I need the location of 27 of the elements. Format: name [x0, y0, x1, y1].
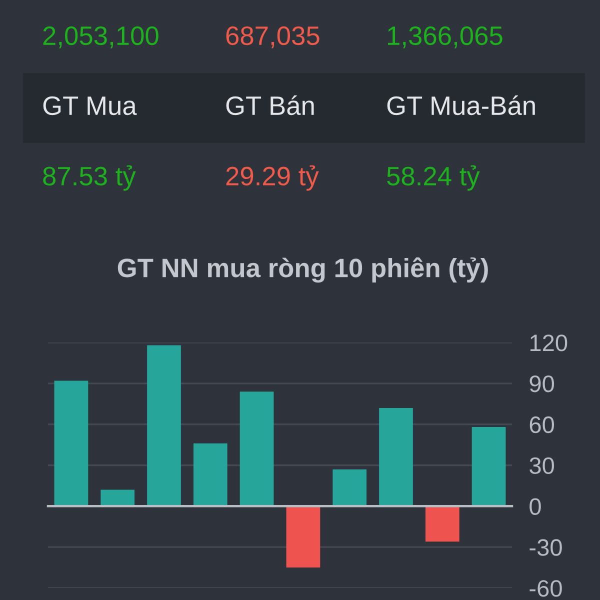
data-label: 58.24 tỷ: [387, 165, 480, 191]
y-tick-label: 90: [530, 375, 554, 392]
data-label: 1,366,065: [388, 26, 502, 48]
y-tick-label: 60: [530, 416, 554, 434]
y-tick-label: -60: [530, 580, 562, 597]
y-tick-label: 30: [530, 457, 554, 474]
y-tick-label: -30: [530, 539, 562, 556]
bar: [425, 506, 460, 542]
bar: [147, 345, 181, 506]
data-label: 29.29 tỷ: [226, 165, 319, 191]
bar: [379, 408, 413, 506]
bar: [240, 392, 274, 506]
bar: [286, 506, 320, 568]
y-tick-label: 120: [530, 334, 568, 352]
bar: [100, 490, 135, 506]
chart-title: GT NN mua ròng 10 phiên (tỷ): [118, 257, 488, 283]
data-label: 2,053,100: [43, 26, 158, 48]
category-label: GT Bán: [226, 95, 314, 116]
y-tick-label: 0: [530, 498, 541, 515]
bar: [332, 469, 367, 506]
category-label: GT Mua-Bán: [387, 95, 535, 116]
data-label: 87.53 tỷ: [43, 165, 136, 191]
data-label: 687,035: [226, 26, 320, 48]
bar: [472, 427, 506, 506]
category-label: GT Mua: [43, 96, 137, 116]
bar: [193, 443, 228, 506]
bar: [54, 380, 88, 506]
